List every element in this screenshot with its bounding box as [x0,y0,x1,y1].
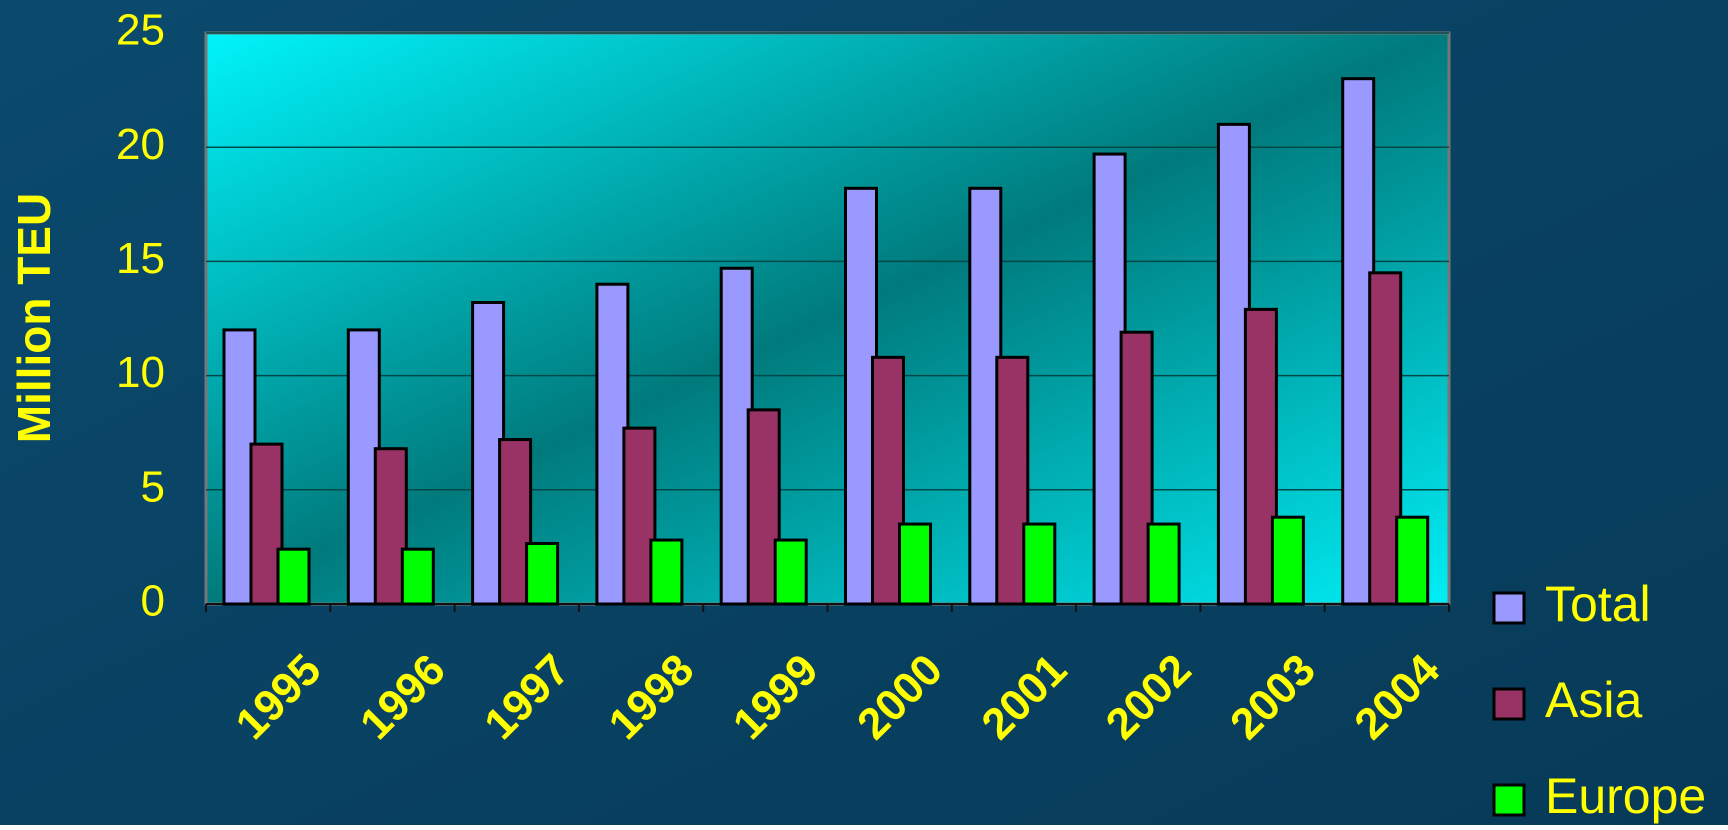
legend-swatch [1494,593,1524,623]
bar [1397,517,1428,604]
chart: Million TEU 0510152025199519961997199819… [0,0,1728,825]
bar [900,524,931,604]
bar [527,543,558,604]
legend-swatch [1494,689,1524,719]
legend-label: Total [1545,576,1651,632]
y-tick-label: 15 [116,234,165,283]
y-axis-label: Million TEU [8,193,60,443]
bar [402,549,433,604]
bar [1148,524,1179,604]
y-tick-label: 5 [141,462,165,511]
y-tick-label: 20 [116,120,165,169]
y-tick-label: 0 [141,577,165,626]
y-tick-label: 25 [116,6,165,55]
bar [278,549,309,604]
bar [1024,524,1055,604]
legend-label: Europe [1545,768,1706,824]
bar [1272,517,1303,604]
legend-label: Asia [1545,672,1642,728]
bar [651,540,682,604]
y-tick-label: 10 [116,348,165,397]
legend-swatch [1494,785,1524,815]
bar [775,540,806,604]
